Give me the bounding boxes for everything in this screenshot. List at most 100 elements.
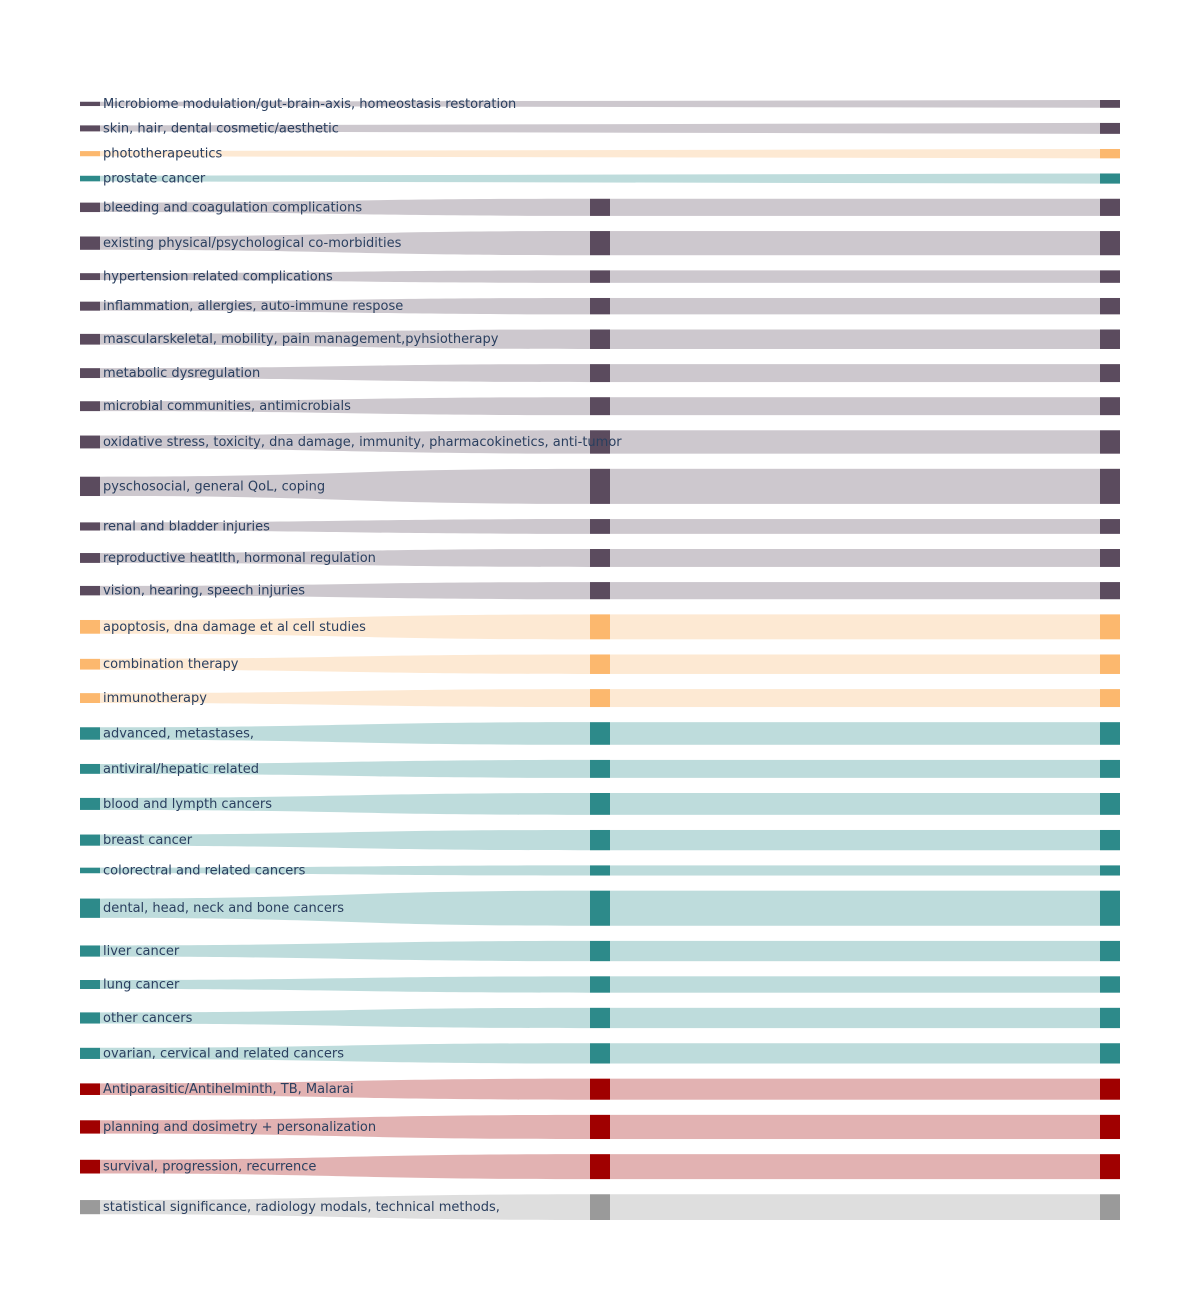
sankey-node-middle: [590, 654, 610, 674]
sankey-node-source: [80, 763, 100, 774]
sankey-node-label: antiviral/hepatic related: [103, 762, 259, 777]
sankey-link: [610, 198, 1100, 216]
sankey-node-source: [80, 333, 100, 345]
sankey-link: [100, 231, 590, 256]
sankey-node-middle: [590, 364, 610, 383]
sankey-node-source: [80, 945, 100, 957]
sankey-link: [100, 397, 590, 416]
sankey-node-middle: [590, 722, 610, 745]
sankey-node-middle: [590, 549, 610, 567]
sankey-node-middle: [590, 865, 610, 876]
sankey-node-target: [1100, 468, 1120, 504]
sankey-node-source: [80, 693, 100, 704]
sankey-node-middle: [590, 1043, 610, 1064]
sankey-node-source: [80, 236, 100, 250]
sankey-node-source: [80, 522, 100, 531]
sankey-node-target: [1100, 1114, 1120, 1140]
sankey-node-source: [80, 658, 100, 670]
sankey-link: [610, 1194, 1100, 1220]
sankey-node-middle: [590, 1114, 610, 1140]
sankey-node-label: skin, hair, dental cosmetic/aesthetic: [103, 121, 339, 136]
sankey-node-target: [1100, 890, 1120, 926]
sankey-link: [610, 297, 1100, 315]
sankey-link: [610, 582, 1100, 600]
sankey-node-target: [1100, 364, 1120, 383]
sankey-node-target: [1100, 865, 1120, 876]
sankey-link: [100, 614, 590, 640]
sankey-node-middle: [590, 270, 610, 283]
sankey-link: [610, 519, 1100, 534]
sankey-node-label: hypertension related complications: [103, 270, 333, 285]
sankey-node-label: statistical significance, radiology moda…: [103, 1200, 500, 1215]
sankey-node-source: [80, 898, 100, 918]
sankey-link: [100, 829, 590, 851]
sankey-node-label: renal and bladder injuries: [103, 519, 270, 534]
sankey-node-source: [80, 125, 100, 132]
sankey-link: [610, 976, 1100, 993]
sankey-link: [100, 100, 1100, 108]
node-layer: [80, 100, 1120, 1220]
sankey-node-label: vision, hearing, speech injuries: [103, 584, 305, 599]
sankey-node-middle: [590, 890, 610, 926]
sankey-node-label: other cancers: [103, 1011, 193, 1026]
sankey-node-label: dental, head, neck and bone cancers: [103, 901, 344, 916]
sankey-node-middle: [590, 1194, 610, 1220]
sankey-node-label: liver cancer: [103, 944, 180, 959]
sankey-node-middle: [590, 582, 610, 600]
sankey-link: [100, 430, 590, 454]
sankey-node-middle: [590, 329, 610, 349]
sankey-node-target: [1100, 297, 1120, 315]
sankey-link: [610, 759, 1100, 778]
sankey-node-target: [1100, 976, 1120, 993]
sankey-link: [610, 329, 1100, 349]
sankey-node-target: [1100, 722, 1120, 745]
sankey-node-source: [80, 867, 100, 874]
sankey-node-target: [1100, 1078, 1120, 1100]
sankey-node-target: [1100, 397, 1120, 416]
sankey-node-label: Microbiome modulation/gut-brain-axis, ho…: [103, 97, 516, 112]
sankey-link: [100, 940, 590, 962]
sankey-node-label: microbial communities, antimicrobials: [103, 399, 351, 414]
sankey-link: [100, 1154, 590, 1180]
sankey-node-target: [1100, 1194, 1120, 1220]
sankey-node-source: [80, 151, 100, 157]
sankey-node-source: [80, 1159, 100, 1174]
sankey-link: [100, 722, 590, 745]
sankey-link: [610, 364, 1100, 383]
sankey-link: [100, 793, 590, 815]
sankey-link: [610, 468, 1100, 504]
sankey-node-middle: [590, 829, 610, 851]
sankey-node-target: [1100, 173, 1120, 184]
sankey-node-target: [1100, 430, 1120, 454]
sankey-node-middle: [590, 759, 610, 778]
sankey-node-source: [80, 797, 100, 810]
sankey-node-label: apoptosis, dna damage et al cell studies: [103, 620, 366, 635]
sankey-link: [100, 689, 590, 708]
sankey-node-label: prostate cancer: [103, 172, 206, 187]
sankey-node-middle: [590, 689, 610, 708]
sankey-node-source: [80, 175, 100, 182]
sankey-link: [610, 865, 1100, 876]
sankey-node-label: metabolic dysregulation: [103, 366, 260, 381]
sankey-node-source: [80, 834, 100, 846]
sankey-link: [610, 1043, 1100, 1064]
sankey-node-source: [80, 1012, 100, 1024]
sankey-link: [100, 148, 1100, 159]
sankey-link: [100, 759, 590, 778]
sankey-node-source: [80, 619, 100, 634]
sankey-node-middle: [590, 1078, 610, 1100]
sankey-node-label: blood and lympth cancers: [103, 797, 272, 812]
sankey-node-middle: [590, 614, 610, 640]
sankey-node-target: [1100, 231, 1120, 256]
sankey-node-target: [1100, 1007, 1120, 1029]
sankey-node-target: [1100, 654, 1120, 674]
sankey-link: [610, 654, 1100, 674]
sankey-link: [610, 1154, 1100, 1180]
sankey-node-middle: [590, 297, 610, 315]
sankey-link: [100, 1078, 590, 1100]
sankey-link: [610, 829, 1100, 851]
sankey-node-label: phototherapeutics: [103, 147, 222, 162]
sankey-link: [100, 468, 590, 504]
sankey-link: [100, 198, 590, 216]
